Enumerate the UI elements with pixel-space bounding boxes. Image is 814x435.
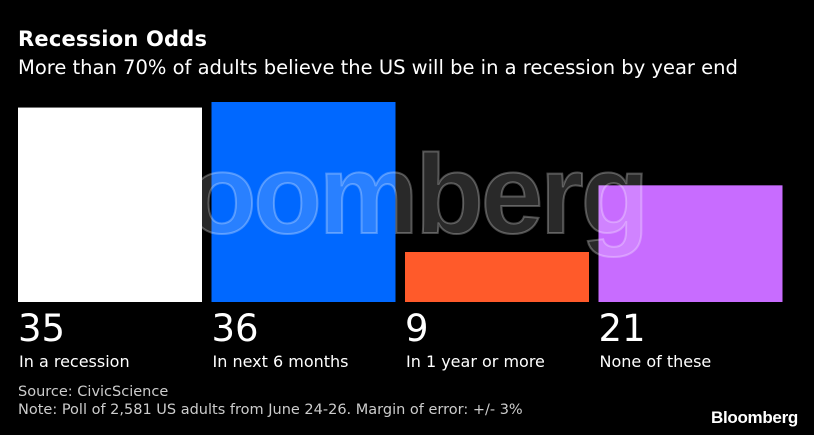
value-label-2: 9 bbox=[405, 307, 429, 350]
chart-title: Recession Odds bbox=[18, 27, 208, 51]
bloomberg-logo: Bloomberg bbox=[710, 408, 798, 427]
value-label-1: 36 bbox=[211, 307, 259, 350]
category-label-2: In 1 year or more bbox=[406, 352, 545, 371]
value-label-3: 21 bbox=[598, 307, 646, 350]
category-label-1: In next 6 months bbox=[212, 352, 349, 371]
category-label-3: None of these bbox=[599, 352, 712, 371]
bar-2 bbox=[405, 252, 589, 302]
bar-1 bbox=[211, 102, 396, 302]
bar-0 bbox=[18, 107, 202, 302]
value-label-0: 35 bbox=[18, 307, 66, 350]
bar-3 bbox=[598, 185, 783, 302]
category-label-0: In a recession bbox=[19, 352, 130, 371]
chart-subtitle: More than 70% of adults believe the US w… bbox=[18, 56, 738, 79]
footnote: Note: Poll of 2,581 US adults from June … bbox=[18, 402, 523, 418]
source-note: Source: CivicScience bbox=[18, 384, 169, 400]
